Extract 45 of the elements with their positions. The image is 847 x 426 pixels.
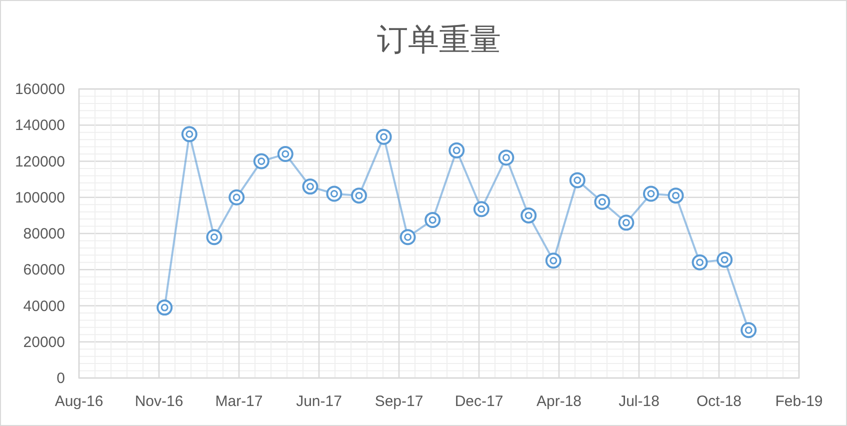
x-tick-label: Oct-18 <box>696 393 742 410</box>
point <box>545 252 562 269</box>
point <box>520 207 537 224</box>
point <box>498 150 514 166</box>
point <box>692 254 708 270</box>
point <box>351 188 367 204</box>
point <box>253 153 270 170</box>
y-tick-label: 0 <box>56 370 65 387</box>
x-tick-label: Dec-17 <box>454 393 504 410</box>
y-tick-label: 40000 <box>23 298 65 315</box>
point <box>618 214 634 231</box>
point <box>716 252 733 268</box>
x-tick-label: Jun-17 <box>296 393 342 410</box>
x-tick-label: Aug-16 <box>54 393 104 410</box>
point <box>473 201 490 218</box>
x-tick-label: Mar-17 <box>215 393 263 410</box>
point <box>594 194 610 210</box>
y-tick-label: 160000 <box>14 81 65 98</box>
point <box>740 322 757 338</box>
point <box>448 142 465 158</box>
point <box>424 212 441 228</box>
point <box>326 186 342 202</box>
y-tick-label: 100000 <box>14 189 65 206</box>
point <box>156 300 173 316</box>
title: 订单重量 <box>377 22 501 57</box>
y-tick-label: 140000 <box>14 117 65 134</box>
point <box>206 229 222 246</box>
y-tick-label: 120000 <box>14 153 65 170</box>
point <box>181 126 198 142</box>
x-tick-label: Apr-18 <box>536 393 582 410</box>
point <box>277 146 294 162</box>
x-tick-label: Nov-16 <box>134 393 184 410</box>
y-tick-label: 60000 <box>23 262 65 279</box>
y-tick-label: 20000 <box>23 334 65 351</box>
x-tick-label: Feb-19 <box>775 393 823 410</box>
point <box>376 128 392 145</box>
point <box>668 188 684 204</box>
point <box>569 172 586 188</box>
x-tick-label: Jul-18 <box>618 393 660 410</box>
point <box>228 189 245 206</box>
x-tick-label: Sep-17 <box>374 393 424 410</box>
y-tick-label: 80000 <box>23 226 65 242</box>
point <box>643 186 659 202</box>
point <box>302 178 318 195</box>
point <box>400 229 416 246</box>
